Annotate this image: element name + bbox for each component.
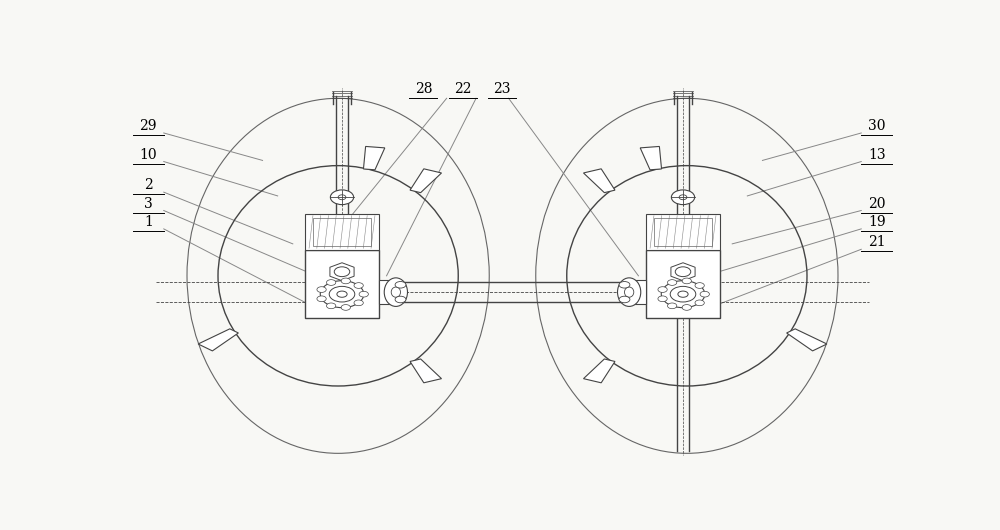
Ellipse shape bbox=[359, 292, 368, 297]
Polygon shape bbox=[583, 359, 615, 383]
Polygon shape bbox=[330, 263, 354, 281]
Text: 20: 20 bbox=[868, 197, 886, 210]
Polygon shape bbox=[640, 146, 662, 170]
Ellipse shape bbox=[317, 296, 326, 302]
Text: 13: 13 bbox=[868, 147, 886, 162]
Ellipse shape bbox=[354, 300, 363, 306]
Ellipse shape bbox=[334, 267, 350, 277]
Polygon shape bbox=[363, 146, 385, 170]
Ellipse shape bbox=[317, 287, 326, 293]
Ellipse shape bbox=[395, 296, 406, 303]
Text: 29: 29 bbox=[140, 119, 157, 133]
Text: 1: 1 bbox=[144, 215, 153, 229]
Text: 22: 22 bbox=[454, 82, 472, 96]
Text: 19: 19 bbox=[868, 215, 886, 229]
Ellipse shape bbox=[326, 280, 336, 285]
Ellipse shape bbox=[682, 305, 691, 310]
Bar bbox=[305, 250, 379, 317]
Text: 3: 3 bbox=[144, 197, 153, 210]
Ellipse shape bbox=[658, 287, 667, 293]
Text: 23: 23 bbox=[493, 82, 510, 96]
Ellipse shape bbox=[695, 300, 704, 306]
Ellipse shape bbox=[341, 278, 350, 284]
Ellipse shape bbox=[326, 303, 336, 308]
Ellipse shape bbox=[320, 281, 364, 307]
Text: 28: 28 bbox=[415, 82, 432, 96]
Ellipse shape bbox=[667, 280, 677, 285]
Ellipse shape bbox=[658, 296, 667, 302]
Ellipse shape bbox=[675, 267, 691, 277]
Ellipse shape bbox=[682, 278, 691, 284]
Ellipse shape bbox=[667, 303, 677, 308]
Ellipse shape bbox=[671, 190, 695, 205]
Bar bbox=[654, 218, 712, 246]
Polygon shape bbox=[198, 329, 238, 351]
Text: 2: 2 bbox=[144, 178, 153, 192]
Text: 21: 21 bbox=[868, 235, 886, 249]
Polygon shape bbox=[671, 263, 695, 281]
Bar bbox=[646, 214, 720, 250]
Text: 30: 30 bbox=[868, 119, 886, 133]
Ellipse shape bbox=[695, 282, 704, 288]
Ellipse shape bbox=[618, 278, 641, 306]
Polygon shape bbox=[410, 359, 442, 383]
Polygon shape bbox=[787, 329, 827, 351]
Text: 10: 10 bbox=[139, 147, 157, 162]
Ellipse shape bbox=[341, 305, 350, 310]
Ellipse shape bbox=[384, 278, 407, 306]
Ellipse shape bbox=[619, 296, 630, 303]
Ellipse shape bbox=[354, 282, 363, 288]
Ellipse shape bbox=[395, 281, 406, 288]
Ellipse shape bbox=[661, 281, 705, 307]
Ellipse shape bbox=[700, 292, 709, 297]
Bar bbox=[379, 280, 396, 304]
Ellipse shape bbox=[330, 190, 354, 205]
Polygon shape bbox=[583, 169, 615, 192]
Bar bbox=[313, 218, 371, 246]
Bar bbox=[646, 250, 720, 317]
Ellipse shape bbox=[619, 281, 630, 288]
Bar bbox=[305, 214, 379, 250]
Bar bbox=[629, 280, 646, 304]
Polygon shape bbox=[410, 169, 442, 192]
